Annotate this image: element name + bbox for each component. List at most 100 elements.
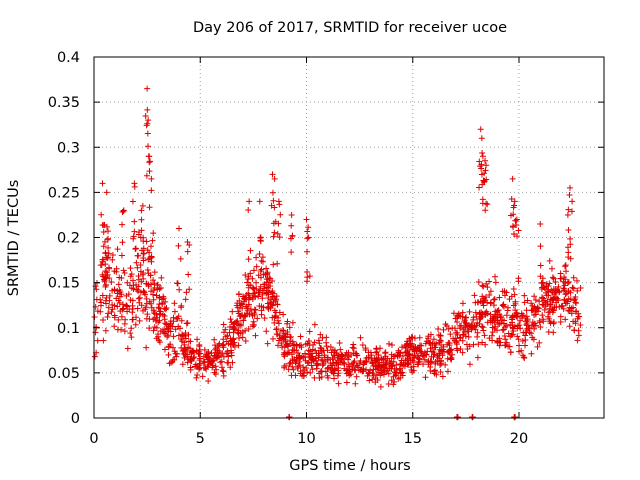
data-point-1860 xyxy=(564,244,571,251)
data-point-1112 xyxy=(162,298,169,305)
data-point-786 xyxy=(224,359,231,366)
data-point-190 xyxy=(245,325,252,332)
data-point-1467 xyxy=(257,267,264,274)
data-point-965 xyxy=(135,288,142,295)
data-point-1856 xyxy=(567,241,574,248)
data-point-1647 xyxy=(253,279,260,286)
data-point-1639 xyxy=(483,308,490,315)
data-point-779 xyxy=(175,313,182,320)
data-point-1324 xyxy=(510,285,517,292)
data-point-1283 xyxy=(137,234,144,241)
data-point-1839 xyxy=(514,233,521,240)
data-point-1662 xyxy=(487,317,494,324)
data-point-277 xyxy=(496,294,503,301)
data-point-341 xyxy=(574,287,581,294)
data-point-1796 xyxy=(304,248,311,255)
data-point-836 xyxy=(284,329,291,336)
data-point-1743 xyxy=(148,187,155,194)
data-point-1444 xyxy=(435,332,442,339)
data-point-1780 xyxy=(274,260,281,267)
data-point-1505 xyxy=(293,347,300,354)
data-point-1669 xyxy=(197,364,204,371)
data-point-1875 xyxy=(469,414,476,421)
data-point-115 xyxy=(128,334,135,341)
data-point-685 xyxy=(183,320,190,327)
data-point-1756 xyxy=(184,248,191,255)
data-point-1519 xyxy=(167,318,174,325)
data-point-751 xyxy=(102,261,109,268)
data-point-99 xyxy=(349,344,356,351)
data-point-1265 xyxy=(196,341,203,348)
data-point-599 xyxy=(181,354,188,361)
data-point-930 xyxy=(167,359,174,366)
data-point-1458 xyxy=(307,348,314,355)
data-point-1854 xyxy=(569,198,576,205)
data-point-1097 xyxy=(557,313,564,320)
data-point-1211 xyxy=(233,320,240,327)
data-point-689 xyxy=(111,323,118,330)
data-point-1733 xyxy=(147,158,154,165)
data-point-1167 xyxy=(280,311,287,318)
data-point-1151 xyxy=(404,338,411,345)
data-point-1567 xyxy=(241,295,248,302)
data-point-954 xyxy=(425,339,432,346)
data-point-1772 xyxy=(271,175,278,182)
data-point-920 xyxy=(323,334,330,341)
data-point-1232 xyxy=(146,298,153,305)
data-point-462 xyxy=(269,277,276,284)
data-point-1593 xyxy=(150,307,157,314)
data-point-1643 xyxy=(249,312,256,319)
data-point-1412 xyxy=(318,345,325,352)
data-point-1571 xyxy=(325,364,332,371)
data-point-1025 xyxy=(118,291,125,298)
data-point-1649 xyxy=(253,285,260,292)
data-point-351 xyxy=(103,294,110,301)
data-point-338 xyxy=(539,312,546,319)
data-point-915 xyxy=(450,310,457,317)
data-point-1415 xyxy=(486,278,493,285)
data-point-1546 xyxy=(300,364,307,371)
data-point-764 xyxy=(181,339,188,346)
data-point-1619 xyxy=(335,367,342,374)
data-point-1404 xyxy=(401,361,408,368)
data-point-1141 xyxy=(117,308,124,315)
data-point-1666 xyxy=(494,309,501,316)
data-point-1319 xyxy=(224,332,231,339)
data-point-1606 xyxy=(526,325,533,332)
data-point-871 xyxy=(145,270,152,277)
data-point-1269 xyxy=(116,299,123,306)
data-point-839 xyxy=(487,300,494,307)
data-point-1250 xyxy=(109,301,116,308)
data-point-101 xyxy=(114,303,121,310)
data-point-186 xyxy=(385,340,392,347)
data-point-1113 xyxy=(543,280,550,287)
data-point-1532 xyxy=(200,358,207,365)
data-point-888 xyxy=(343,379,350,386)
data-point-1776 xyxy=(271,204,278,211)
data-point-1014 xyxy=(511,291,518,298)
scatter-series-srmtid xyxy=(91,85,584,421)
data-point-900 xyxy=(100,229,107,236)
data-point-936 xyxy=(430,336,437,343)
data-point-1660 xyxy=(471,322,478,329)
data-point-1317 xyxy=(235,327,242,334)
data-point-1 xyxy=(536,339,543,346)
data-point-1627 xyxy=(418,350,425,357)
data-point-1503 xyxy=(353,352,360,359)
data-point-1690 xyxy=(128,325,135,332)
data-point-1803 xyxy=(476,184,483,191)
data-point-1431 xyxy=(156,301,163,308)
data-point-1406 xyxy=(271,319,278,326)
data-point-1813 xyxy=(479,153,486,160)
data-point-1205 xyxy=(521,299,528,306)
data-point-1510 xyxy=(204,354,211,361)
data-point-1530 xyxy=(567,296,574,303)
x-tick-label-0: 0 xyxy=(89,431,98,447)
data-point-431 xyxy=(531,325,538,332)
data-point-1442 xyxy=(289,355,296,362)
data-point-1218 xyxy=(425,335,431,342)
data-point-400 xyxy=(144,266,151,273)
data-point-594 xyxy=(470,341,477,348)
data-point-1753 xyxy=(183,289,190,296)
data-point-421 xyxy=(336,339,343,346)
